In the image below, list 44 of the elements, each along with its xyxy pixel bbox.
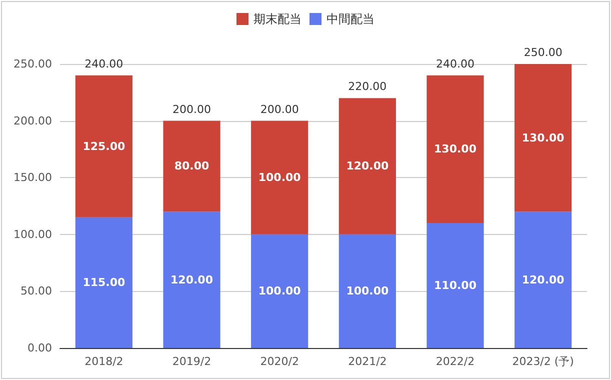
y-tick-label: 100.00	[14, 228, 52, 241]
x-tick-label: 2023/2 (予)	[512, 355, 574, 368]
y-tick-label: 150.00	[14, 171, 52, 184]
bar	[251, 234, 308, 348]
bar	[426, 75, 484, 224]
data-label: 120.00	[346, 160, 389, 173]
bar	[338, 234, 396, 348]
x-tick-label: 2020/2	[260, 355, 299, 368]
data-label: 130.00	[434, 142, 477, 156]
total-label: 200.00	[172, 102, 211, 116]
data-label: 115.00	[82, 276, 126, 290]
legend-label: 期末配当	[254, 12, 302, 26]
x-tick-label: 2019/2	[172, 355, 212, 368]
bar	[251, 120, 308, 234]
x-tick-label: 2018/2	[84, 355, 124, 368]
data-label: 120.00	[170, 273, 214, 286]
legend-label: 中間配当	[326, 12, 374, 26]
bar	[75, 75, 132, 218]
data-label: 100.00	[258, 284, 302, 298]
data-label: 120.00	[522, 273, 565, 286]
y-tick-label: 50.00	[20, 284, 52, 298]
data-label: 125.00	[82, 140, 126, 153]
data-label: 100.00	[258, 171, 302, 184]
bar	[75, 217, 132, 348]
y-tick-label: 0.00	[28, 342, 52, 354]
total-label: 250.00	[524, 46, 562, 59]
total-label: 200.00	[260, 102, 299, 116]
bar	[514, 212, 572, 348]
bar	[163, 120, 220, 212]
data-label: 110.00	[434, 279, 477, 292]
bar	[426, 223, 484, 348]
bar	[338, 98, 396, 234]
data-label: 80.00	[174, 160, 210, 173]
bar	[163, 212, 220, 348]
total-label: 240.00	[84, 57, 124, 70]
y-tick-label: 200.00	[14, 114, 52, 128]
bar	[514, 64, 572, 212]
total-label: 220.00	[348, 80, 387, 94]
x-tick-label: 2021/2	[348, 355, 387, 368]
y-tick-label: 250.00	[14, 58, 52, 70]
data-label: 130.00	[522, 131, 565, 144]
x-tick-label: 2022/2	[436, 355, 475, 368]
data-label: 100.00	[346, 284, 389, 298]
total-label: 240.00	[436, 57, 474, 70]
